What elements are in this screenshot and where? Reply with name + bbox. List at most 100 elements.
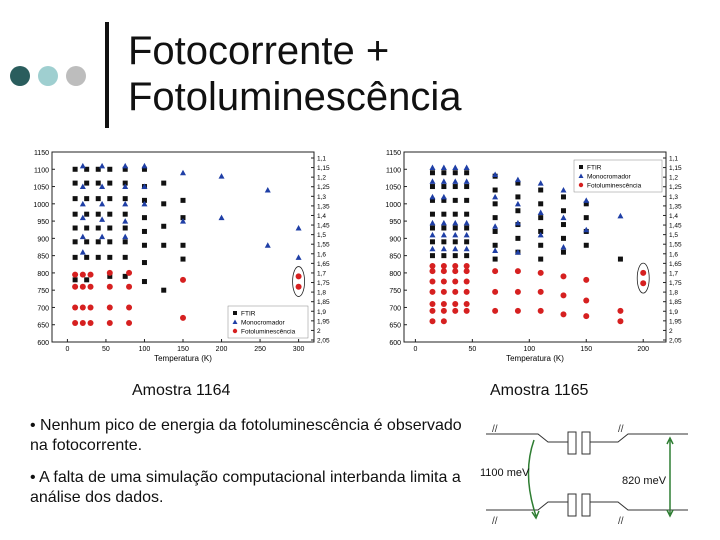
- ftir-point: [464, 225, 470, 231]
- legend-entry: FTIR: [587, 165, 602, 172]
- ftir-point: [95, 254, 101, 260]
- ftir-point: [538, 242, 544, 248]
- fotoluminescencia-point: [463, 301, 470, 307]
- x-tick-label: 250: [254, 346, 266, 353]
- fotoluminescencia-point: [87, 283, 94, 290]
- ftir-point: [560, 249, 566, 255]
- legend-marker-fotoluminescencia: [232, 328, 238, 334]
- caption-right: Amostra 1165: [490, 382, 589, 399]
- ftir-point: [441, 197, 447, 203]
- monocromador-point: [514, 200, 521, 207]
- monocromador-point: [560, 214, 567, 221]
- ftir-point: [429, 239, 435, 245]
- y2-tick-label: 2: [317, 328, 321, 335]
- legend-entry: Fotoluminescência: [241, 329, 296, 336]
- ftir-point: [141, 279, 147, 285]
- y2-tick-label: 1,6: [317, 251, 326, 258]
- fotoluminescencia-point: [640, 280, 647, 287]
- y2-tick-label: 1,8: [317, 290, 326, 297]
- monocromador-point: [429, 193, 436, 200]
- fotoluminescencia-point: [452, 307, 459, 314]
- transition-arrow-left: [527, 439, 537, 517]
- ftir-point: [95, 196, 101, 202]
- fotoluminescencia-point: [537, 288, 544, 295]
- y2-tick-label: 1,5: [669, 232, 678, 239]
- monocromador-point: [560, 244, 567, 250]
- monocromador-point: [218, 214, 225, 221]
- monocromador-point: [122, 233, 129, 240]
- ftir-point: [515, 235, 521, 241]
- legend-entry: Fotoluminescência: [587, 183, 642, 190]
- y2-tick-label: 1,9: [317, 309, 326, 316]
- fotoluminescencia-point: [72, 283, 79, 290]
- ftir-point: [464, 170, 470, 176]
- y2-tick-label: 1,3: [669, 194, 678, 201]
- break-mark-2: //: [618, 424, 624, 435]
- fotoluminescencia-point: [72, 320, 79, 326]
- ftir-point: [122, 254, 128, 260]
- y-tick-label: 650: [37, 323, 49, 330]
- fotoluminescencia-point: [126, 304, 133, 311]
- fotoluminescencia-point: [126, 283, 133, 290]
- ftir-point: [84, 239, 90, 245]
- ftir-point: [492, 228, 498, 234]
- ftir-point: [72, 211, 78, 217]
- ftir-point: [452, 239, 458, 245]
- monocromador-point: [79, 162, 86, 169]
- ftir-point: [429, 211, 435, 217]
- ftir-point: [161, 223, 167, 229]
- y-tick-label: 700: [37, 305, 49, 312]
- legend-entry: FTIR: [241, 311, 256, 318]
- band-lower-right: [590, 501, 688, 511]
- monocromador-point: [440, 231, 447, 238]
- ftir-point: [464, 197, 470, 203]
- bullet-1: • Nenhum pico de energia da fotoluminesc…: [30, 417, 462, 454]
- y-tick-label: 1050: [33, 185, 49, 192]
- monocromador-point: [99, 200, 106, 207]
- y2-tick-label: 1,8: [669, 290, 678, 297]
- fotoluminescencia-point: [180, 314, 186, 321]
- ftir-point: [429, 253, 435, 259]
- x-tick-label: 0: [413, 346, 417, 353]
- y2-tick-label: 1,95: [669, 318, 682, 325]
- fotoluminescencia-point: [180, 276, 186, 283]
- y-tick-label: 750: [389, 288, 401, 295]
- fotoluminescencia-point: [429, 268, 436, 275]
- ftir-point: [429, 225, 435, 231]
- monocromador-point: [492, 223, 499, 229]
- ftir-point: [107, 225, 113, 231]
- monocromador-point: [514, 176, 521, 183]
- band-diagram: // // // // 1100 meV 820 meV: [480, 424, 688, 527]
- fotoluminescencia-point: [126, 320, 133, 326]
- ftir-point: [492, 215, 498, 221]
- y-tick-label: 1050: [385, 185, 401, 192]
- fotoluminescencia-point: [617, 318, 624, 325]
- accent-dot-dark: [10, 66, 30, 86]
- fotoluminescencia-point: [560, 273, 567, 280]
- legend-box: [227, 305, 309, 339]
- ftir-point: [515, 180, 521, 186]
- monocromador-point: [452, 219, 459, 226]
- ftir-point: [441, 184, 447, 190]
- ftir-point: [84, 225, 90, 231]
- fotoluminescencia-point: [560, 311, 567, 318]
- y2-tick-label: 1,1: [669, 156, 678, 163]
- fotoluminescencia-point: [463, 307, 470, 314]
- monocromador-point: [141, 183, 148, 190]
- y2-tick-label: 1,35: [669, 203, 682, 210]
- fotoluminescencia-point: [106, 304, 113, 311]
- y2-tick-label: 1,2: [669, 175, 678, 182]
- monocromador-point: [514, 249, 521, 255]
- ftir-point: [95, 166, 101, 172]
- y-tick-label: 900: [389, 236, 401, 243]
- ftir-point: [441, 253, 447, 259]
- monocromador-point: [452, 245, 459, 252]
- ftir-point: [538, 215, 544, 221]
- monocromador-point: [492, 193, 499, 200]
- ftir-point: [107, 273, 113, 279]
- fotoluminescencia-point: [106, 320, 113, 326]
- fotoluminescencia-point: [440, 288, 447, 295]
- monocromador-point: [617, 212, 624, 219]
- monocromador-point: [99, 216, 106, 222]
- monocromador-point: [492, 247, 499, 253]
